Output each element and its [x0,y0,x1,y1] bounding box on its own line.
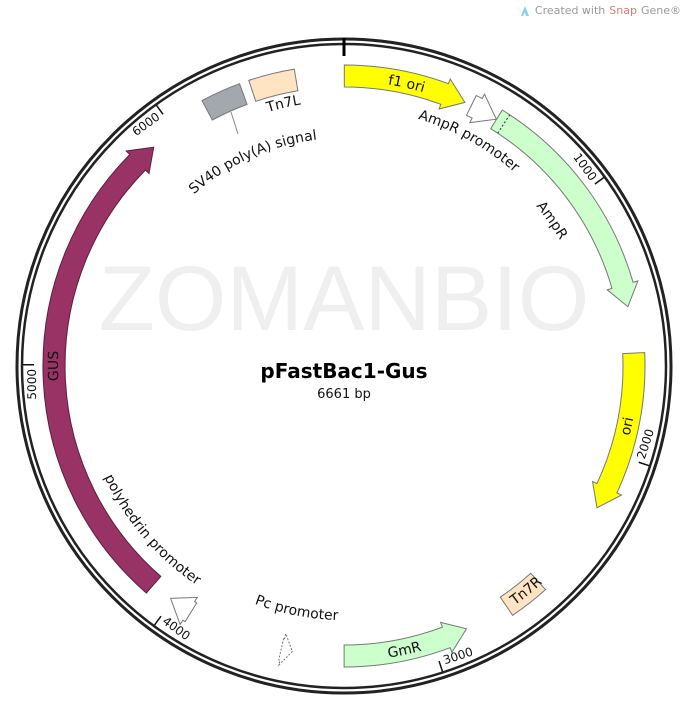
feature-tn7r[interactable] [499,572,547,616]
tick-mark [638,461,650,467]
credit-suffix: Gene® [640,4,681,17]
credit-brand: Snap [609,4,637,17]
snapgene-credit: Created with Snap Gene® [519,4,681,17]
feature-tn7l[interactable] [248,68,299,102]
feature-ori[interactable] [591,352,646,509]
plasmid-length: 6661 bp [317,387,371,402]
label-pc-promoter: Pc promoter [253,592,339,624]
feature-ampr[interactable] [490,109,639,308]
sv40-leader-line [230,111,239,135]
tick-mark [155,104,164,115]
watermark: ZOMANBIO [99,248,590,350]
label-ampr: AmpR [533,198,571,242]
tick-mark [594,176,605,185]
credit-prefix: Created with [534,4,606,17]
feature-gmr[interactable] [343,621,468,668]
feature-f1-ori[interactable] [343,64,466,110]
tick-mark [153,615,162,626]
feature-sv40-poly-a-signal[interactable] [201,83,248,121]
label-gus: GUS [46,350,62,381]
label-sv40-poly-a-signal: SV40 poly(A) signal [186,128,318,198]
snapgene-logo-icon [520,5,529,16]
label-gmr: GmR [386,639,423,662]
tick-mark [438,660,444,672]
feature-polyhedrin-promoter[interactable] [169,596,199,626]
label-ori: ori [618,416,637,437]
feature-gus[interactable] [42,146,162,594]
features [42,64,646,668]
feature-pc-promoter[interactable] [278,631,293,667]
plasmid-name: pFastBac1-Gus [260,359,427,383]
tick-label: 5000 [25,369,39,400]
feature-ampr-promoter[interactable] [465,92,498,124]
